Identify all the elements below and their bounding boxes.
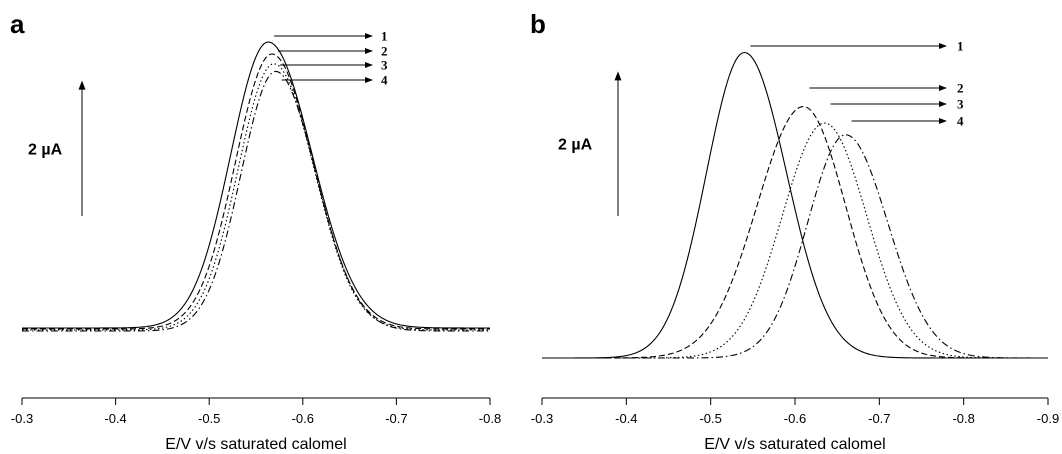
series-2-curve [22,53,490,330]
x-tick-label: -0.6 [784,411,806,426]
series-1-label: 1 [381,29,388,44]
scale-bar-arrowhead [78,80,86,90]
series-3-curve [22,63,490,331]
series-3-label: 3 [957,97,964,112]
series-1-curve [542,51,1048,359]
scale-bar-arrowhead [614,71,622,81]
series-4-arrowhead [939,118,947,124]
x-tick-label: -0.5 [198,411,220,426]
series-3-curve [542,122,1048,359]
panel-b: b -0.3 -0.4 -0.5 -0.6 -0.7 -0.8 -0.9 E/V v/s sat… [530,9,1059,453]
x-tick-label: -0.8 [952,411,974,426]
series-4-curve [22,70,490,332]
series-3-label: 3 [381,58,388,73]
series-1-curve [22,41,490,329]
x-tick-label: -0.9 [1037,411,1059,426]
series-3-arrowhead [365,62,373,68]
x-tick-label: -0.8 [479,411,501,426]
series-2-label: 2 [957,81,964,96]
scale-bar-label: 2 µA [28,141,63,158]
x-tick-label: -0.6 [292,411,314,426]
series-2-arrowhead [939,85,947,91]
series-4-curve [542,134,1048,359]
x-tick-label: -0.3 [531,411,553,426]
x-tick-label: -0.3 [11,411,33,426]
x-tick-label: -0.5 [699,411,721,426]
series-4-label: 4 [957,114,964,129]
x-tick-label: -0.4 [104,411,126,426]
series-4-arrowhead [365,77,373,83]
panel-letter: a [10,9,25,39]
series-1-arrowhead [365,33,373,39]
series-1-arrowhead [939,43,947,49]
x-tick-label: -0.7 [385,411,407,426]
series-4-label: 4 [381,73,388,88]
series-2-label: 2 [381,44,388,59]
x-tick-label: -0.4 [615,411,637,426]
x-tick-label: -0.7 [868,411,890,426]
series-1-label: 1 [957,39,964,54]
series-3-arrowhead [939,101,947,107]
panel-a: a -0.3 -0.4 -0.5 -0.6 -0.7 -0.8 E/V v/s saturat… [10,9,501,453]
panel-letter: b [530,9,546,39]
x-axis-title: E/V v/s saturated calomel [704,436,885,453]
scale-bar-label: 2 µA [558,137,593,154]
x-axis-title: E/V v/s saturated calomel [165,436,346,453]
series-2-arrowhead [365,48,373,54]
